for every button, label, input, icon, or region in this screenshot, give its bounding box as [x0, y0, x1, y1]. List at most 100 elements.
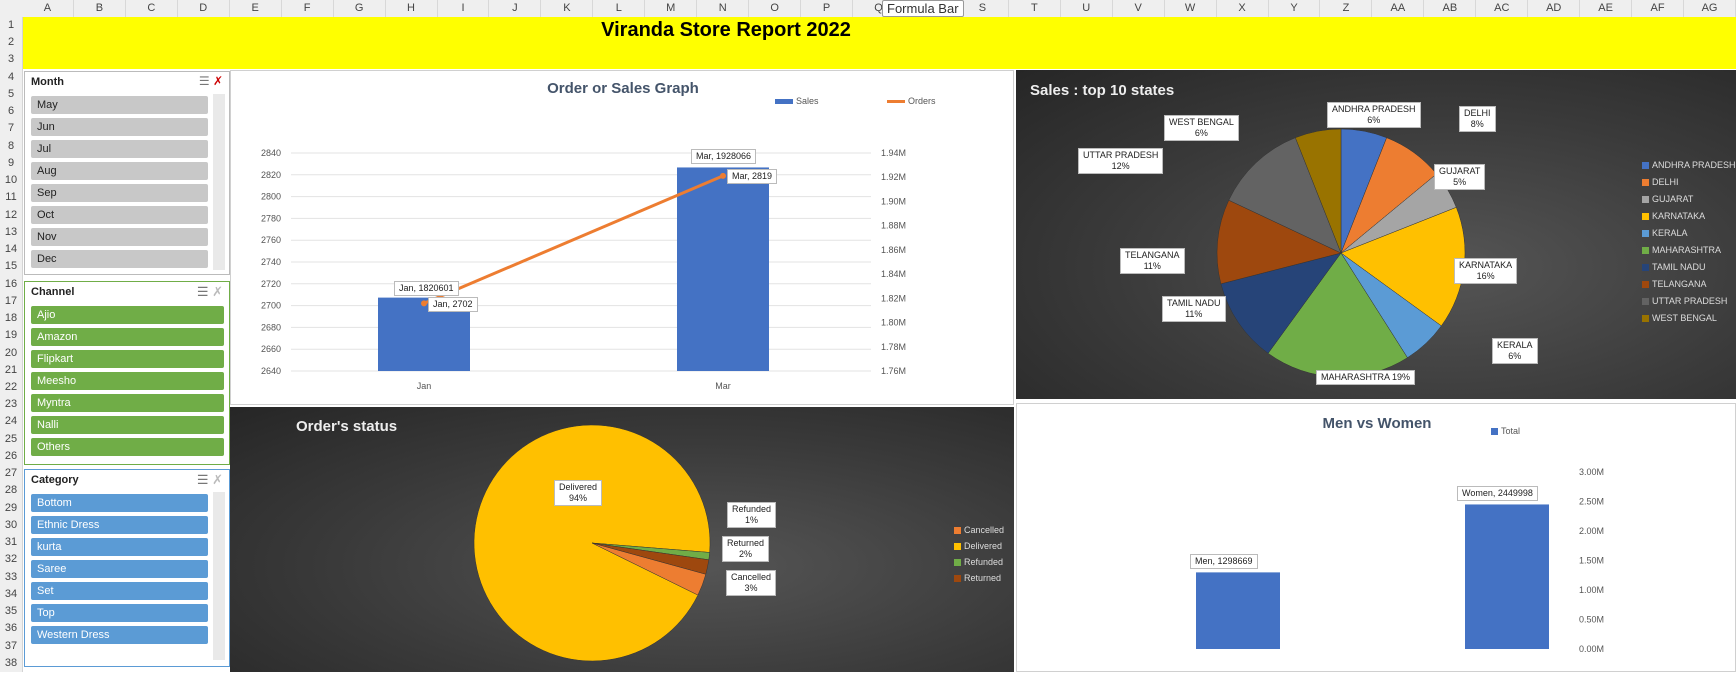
column-header-AF[interactable]: AF — [1632, 0, 1685, 17]
slicer-item-category[interactable]: Ethnic Dress — [31, 516, 208, 534]
column-header-K[interactable]: K — [541, 0, 594, 17]
row-header-29[interactable]: 29 — [4, 501, 18, 514]
slicer-item-month[interactable]: Jul — [31, 140, 208, 158]
column-header-B[interactable]: B — [74, 0, 126, 17]
clear-filter-icon[interactable]: ✗ — [212, 74, 223, 88]
column-header-Z[interactable]: Z — [1320, 0, 1373, 17]
row-header-27[interactable]: 27 — [4, 467, 18, 480]
states-sales-chart[interactable]: Sales : top 10 states ANDHRA PRADESH 6% D… — [1016, 70, 1736, 399]
men-women-chart[interactable]: Men vs Women Total 3.00M 2.50M 2.00M 1.50M 1… — [1016, 403, 1736, 672]
column-header-AC[interactable]: AC — [1476, 0, 1529, 17]
row-header-8[interactable]: 8 — [7, 139, 15, 152]
column-header-O[interactable]: O — [749, 0, 802, 17]
slicer-item-category[interactable]: kurta — [31, 538, 208, 556]
column-header-H[interactable]: H — [386, 0, 438, 17]
column-header-F[interactable]: F — [282, 0, 334, 17]
row-header-26[interactable]: 26 — [4, 449, 18, 462]
column-header-S[interactable]: S — [957, 0, 1009, 17]
column-header-E[interactable]: E — [230, 0, 282, 17]
row-header-20[interactable]: 20 — [4, 346, 18, 359]
row-header-36[interactable]: 36 — [4, 622, 18, 635]
row-header-18[interactable]: 18 — [4, 312, 18, 325]
slicer-item-channel[interactable]: Others — [31, 438, 224, 456]
row-header-11[interactable]: 11 — [5, 191, 17, 204]
slicer-item-category[interactable]: Western Dress — [31, 626, 208, 644]
row-header-9[interactable]: 9 — [7, 156, 15, 169]
column-header-L[interactable]: L — [593, 0, 646, 17]
column-header-G[interactable]: G — [334, 0, 386, 17]
slicer-item-category[interactable]: Top — [31, 604, 208, 622]
slicer-item-category[interactable]: Set — [31, 582, 208, 600]
multi-select-icon[interactable]: ☰ — [198, 74, 210, 88]
row-header-23[interactable]: 23 — [4, 398, 18, 411]
slicer-item-month[interactable]: Oct — [31, 206, 208, 224]
column-header-AA[interactable]: AA — [1372, 0, 1425, 17]
slicer-item-channel[interactable]: Myntra — [31, 394, 224, 412]
slicer-item-channel[interactable]: Flipkart — [31, 350, 224, 368]
row-header-3[interactable]: 3 — [7, 53, 15, 66]
row-header-17[interactable]: 17 — [4, 294, 18, 307]
row-header-37[interactable]: 37 — [4, 639, 18, 652]
multi-select-icon[interactable]: ☰ — [196, 472, 209, 487]
channel-slicer[interactable]: Channel ☰ ✗ Ajio Amazon Flipkart Meesho Mynt… — [24, 281, 230, 465]
row-header-7[interactable]: 7 — [7, 122, 15, 135]
column-header-C[interactable]: C — [126, 0, 178, 17]
category-slicer-scrollbar[interactable] — [213, 492, 225, 660]
slicer-item-month[interactable]: Nov — [31, 228, 208, 246]
column-header-Y[interactable]: Y — [1269, 0, 1321, 17]
slicer-item-month[interactable]: Jun — [31, 118, 208, 136]
column-header-D[interactable]: D — [178, 0, 230, 17]
column-header-X[interactable]: X — [1217, 0, 1269, 17]
column-header-P[interactable]: P — [801, 0, 854, 17]
row-header-30[interactable]: 30 — [4, 518, 18, 531]
row-header-19[interactable]: 19 — [4, 329, 18, 342]
row-header-34[interactable]: 34 — [4, 587, 18, 600]
column-header-AB[interactable]: AB — [1424, 0, 1477, 17]
row-header-6[interactable]: 6 — [7, 105, 15, 118]
row-header-12[interactable]: 12 — [4, 208, 18, 221]
slicer-item-channel[interactable]: Meesho — [31, 372, 224, 390]
row-header-32[interactable]: 32 — [4, 553, 18, 566]
column-header-T[interactable]: T — [1009, 0, 1061, 17]
row-header-21[interactable]: 21 — [4, 363, 18, 376]
column-header-A[interactable]: A — [22, 0, 74, 17]
column-header-AG[interactable]: AG — [1684, 0, 1736, 17]
column-header-W[interactable]: W — [1165, 0, 1217, 17]
column-header-AE[interactable]: AE — [1580, 0, 1633, 17]
category-slicer[interactable]: Category ☰ ✗ Bottom Ethnic Dress kurta Sare… — [24, 469, 230, 667]
slicer-item-month[interactable]: May — [31, 96, 208, 114]
row-header-22[interactable]: 22 — [4, 380, 18, 393]
column-header-U[interactable]: U — [1061, 0, 1113, 17]
row-header-14[interactable]: 14 — [4, 243, 18, 256]
clear-filter-icon[interactable]: ✗ — [212, 284, 223, 299]
slicer-item-channel[interactable]: Ajio — [31, 306, 224, 324]
row-header-38[interactable]: 38 — [4, 656, 18, 669]
row-header-10[interactable]: 10 — [4, 174, 18, 187]
row-header-13[interactable]: 13 — [4, 225, 18, 238]
column-header-M[interactable]: M — [645, 0, 698, 17]
row-header-24[interactable]: 24 — [4, 415, 18, 428]
slicer-item-month[interactable]: Sep — [31, 184, 208, 202]
row-header-28[interactable]: 28 — [4, 484, 18, 497]
column-header-I[interactable]: I — [438, 0, 490, 17]
row-header-5[interactable]: 5 — [7, 87, 15, 100]
row-header-35[interactable]: 35 — [4, 605, 18, 618]
slicer-item-channel[interactable]: Amazon — [31, 328, 224, 346]
row-header-33[interactable]: 33 — [4, 570, 18, 583]
row-header-25[interactable]: 25 — [4, 432, 18, 445]
slicer-item-category[interactable]: Bottom — [31, 494, 208, 512]
row-header-1[interactable]: 1 — [7, 19, 15, 31]
slicer-item-category[interactable]: Saree — [31, 560, 208, 578]
month-slicer-scrollbar[interactable] — [213, 94, 225, 270]
row-header-15[interactable]: 15 — [4, 260, 18, 273]
column-header-N[interactable]: N — [697, 0, 750, 17]
row-header-31[interactable]: 31 — [4, 536, 18, 549]
order-status-chart[interactable]: Order's status Delivered 94% Refunded 1% R… — [230, 407, 1014, 672]
month-slicer[interactable]: Month ☰ ✗ May Jun Jul Aug Sep Oct Nov Dec — [24, 71, 230, 275]
multi-select-icon[interactable]: ☰ — [196, 284, 209, 299]
row-header-4[interactable]: 4 — [7, 70, 15, 83]
column-header-AD[interactable]: AD — [1528, 0, 1581, 17]
slicer-item-channel[interactable]: Nalli — [31, 416, 224, 434]
clear-filter-icon[interactable]: ✗ — [212, 472, 223, 487]
orders-sales-chart[interactable]: Order or Sales Graph Sales Orders 2840 28… — [230, 70, 1014, 405]
